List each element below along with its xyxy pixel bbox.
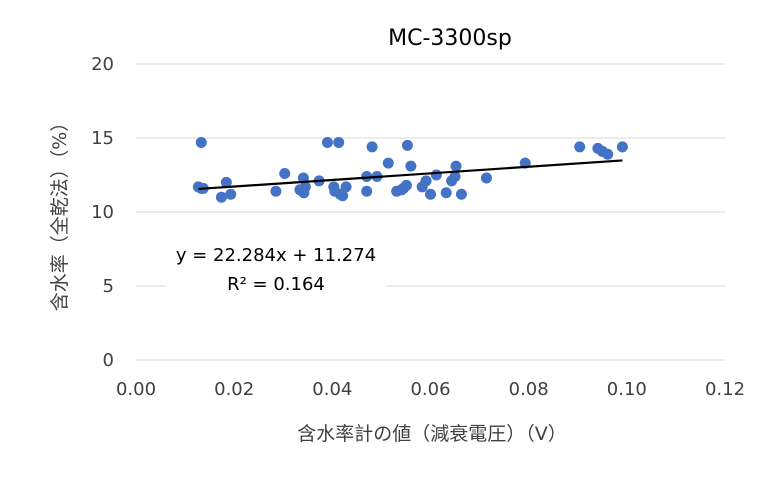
data-point bbox=[450, 160, 462, 172]
data-point bbox=[340, 181, 352, 193]
data-point bbox=[195, 136, 207, 148]
data-point bbox=[425, 188, 436, 200]
data-point bbox=[279, 168, 291, 180]
x-axis-label: 含水率計の値（減衰電圧）（V） bbox=[297, 423, 567, 445]
data-point bbox=[400, 179, 412, 191]
data-point bbox=[215, 191, 227, 203]
data-points bbox=[192, 136, 628, 203]
x-tick-label: 0.08 bbox=[509, 379, 549, 400]
y-tick-label: 20 bbox=[91, 54, 114, 75]
data-point bbox=[616, 141, 628, 153]
x-tick-label: 0.02 bbox=[214, 379, 254, 400]
x-tick-labels: 0.00 0.02 0.04 0.06 0.08 0.10 0.12 bbox=[116, 379, 745, 400]
data-point bbox=[602, 148, 614, 160]
data-point bbox=[405, 160, 417, 172]
data-point bbox=[440, 187, 452, 199]
y-tick-labels: 0 5 10 15 20 bbox=[91, 54, 114, 371]
data-point bbox=[480, 172, 492, 184]
data-point bbox=[420, 175, 432, 187]
x-tick-label: 0.00 bbox=[116, 379, 156, 400]
trendline-equation: y = 22.284x + 11.274 bbox=[176, 245, 376, 266]
x-tick-label: 0.10 bbox=[607, 379, 647, 400]
data-point bbox=[574, 141, 586, 153]
data-point bbox=[455, 188, 467, 200]
y-tick-label: 15 bbox=[91, 128, 114, 149]
x-tick-label: 0.06 bbox=[410, 379, 450, 400]
data-point bbox=[333, 136, 345, 148]
data-point bbox=[321, 136, 333, 148]
y-tick-label: 5 bbox=[103, 276, 114, 297]
data-point bbox=[449, 170, 461, 182]
trendline bbox=[198, 159, 623, 191]
x-tick-label: 0.04 bbox=[312, 379, 352, 400]
r-squared-label: R² = 0.164 bbox=[227, 274, 325, 295]
y-tick-label: 10 bbox=[91, 202, 114, 223]
data-point bbox=[361, 185, 373, 197]
data-point bbox=[220, 176, 232, 188]
data-point bbox=[366, 141, 378, 153]
data-point bbox=[299, 181, 311, 193]
data-point bbox=[361, 170, 373, 182]
data-point bbox=[430, 169, 442, 181]
data-point bbox=[225, 188, 237, 200]
data-point bbox=[270, 185, 282, 197]
y-tick-label: 0 bbox=[103, 350, 114, 371]
y-axis-label: 含水率（全乾法）（%） bbox=[49, 113, 71, 312]
data-point bbox=[401, 139, 413, 151]
x-tick-label: 0.12 bbox=[705, 379, 745, 400]
chart-title: MC-3300sp bbox=[388, 26, 512, 51]
trendline-label-box bbox=[166, 235, 386, 297]
data-point bbox=[382, 157, 394, 169]
data-point bbox=[337, 190, 349, 202]
